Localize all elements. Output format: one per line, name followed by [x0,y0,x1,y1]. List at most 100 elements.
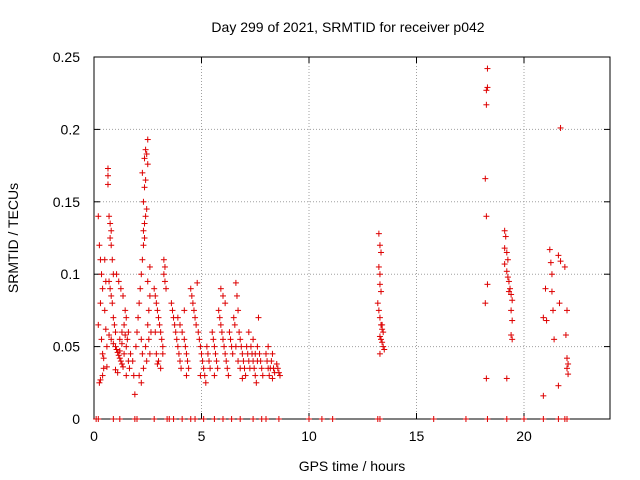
data-point [275,416,282,422]
data-point [245,329,252,336]
data-point [109,300,116,307]
data-point [183,372,190,379]
data-point [564,416,570,422]
data-point [156,321,163,328]
data-point [155,314,162,321]
data-point [220,292,226,299]
data-point [132,343,139,350]
data-point [190,307,197,314]
data-point [215,307,222,314]
data-point [200,365,207,372]
data-point [160,256,167,263]
data-point [462,416,469,422]
data-point [258,365,265,372]
data-point [99,285,106,292]
data-point [177,358,183,365]
data-point [146,350,153,357]
data-point [177,321,183,328]
data-point [375,307,382,314]
data-point [226,329,233,336]
y-tick-label: 0.15 [53,194,80,210]
data-point [121,321,128,328]
data-point [211,343,218,350]
data-point [99,350,106,357]
data-point [142,146,149,153]
data-point [379,339,386,346]
data-point [172,329,179,336]
data-point [218,329,225,336]
data-point [548,271,555,278]
data-point [254,358,261,365]
data-point [161,263,168,270]
data-point [123,314,130,321]
data-point [118,360,125,367]
data-point [223,358,230,365]
data-point [144,278,151,285]
data-point [378,249,385,256]
data-point [259,372,266,379]
data-point [220,416,226,422]
data-point [250,336,257,343]
data-point [117,358,124,365]
x-tick-label: 5 [198,428,206,444]
data-point [269,375,276,382]
data-point [521,416,527,422]
data-point [169,307,176,314]
data-point [504,256,511,263]
data-point [138,336,145,343]
data-point [217,321,224,328]
data-point [501,227,508,234]
data-point [483,101,490,108]
data-point [484,416,491,422]
data-point [131,391,138,398]
data-point [543,317,550,324]
data-point [374,300,381,307]
data-point [116,416,123,422]
data-point [212,350,219,357]
data-point [101,256,108,263]
data-point [152,329,159,336]
data-point [209,329,216,336]
data-point [199,358,206,365]
data-point [163,285,170,292]
data-point [263,350,269,357]
data-point [108,336,115,343]
data-point [238,343,245,350]
data-point [237,416,244,422]
data-point [204,350,211,357]
data-point [144,321,151,328]
data-point [141,235,148,241]
data-point [483,213,490,220]
data-point [154,360,161,367]
data-point [233,292,240,299]
data-point [200,416,207,422]
data-point [250,416,257,422]
data-point [255,314,262,321]
data-point [141,220,148,227]
data-point [232,279,239,286]
data-point [140,365,147,372]
data-point [484,65,491,72]
data-point [484,84,491,91]
data-point [505,288,512,295]
data-point [112,343,119,350]
data-point [376,314,383,321]
data-point [228,416,235,422]
data-point [551,336,558,343]
data-point [237,365,244,372]
data-point [116,347,123,354]
data-point [126,365,133,372]
data-point [193,321,200,328]
data-point [124,336,131,343]
data-point [145,307,152,314]
data-point [564,355,570,362]
data-point [178,365,185,372]
data-point [547,259,554,266]
data-point [239,375,246,382]
data-point [160,271,167,278]
data-point [138,271,145,278]
data-point [113,271,120,278]
data-point [141,155,148,162]
data-point [483,87,490,94]
